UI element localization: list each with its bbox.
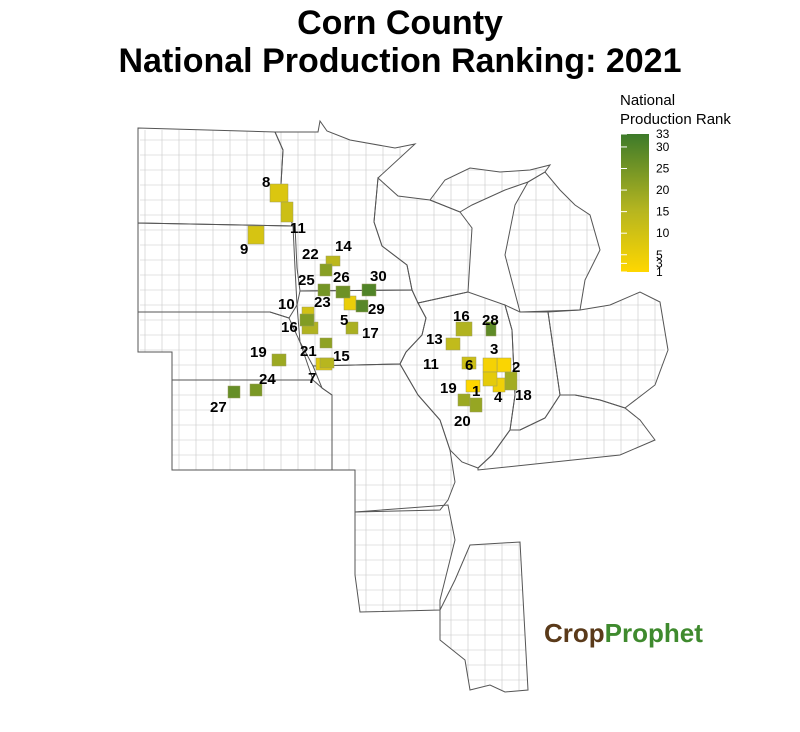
ranked-county-19-20 — [457, 393, 471, 407]
rank-label-7-6: 7 — [308, 370, 316, 387]
rank-label-6-5: 6 — [465, 357, 473, 374]
ranked-county-18-18 — [504, 371, 518, 391]
ranked-county-14-13 — [325, 255, 341, 267]
rank-label-14-13: 14 — [335, 238, 352, 255]
ranked-county-29-30 — [355, 299, 369, 313]
ranked-county-23-24 — [299, 313, 315, 327]
legend-tick-10: 10 — [656, 226, 670, 240]
rank-label-1-0: 1 — [472, 383, 480, 400]
rank-label-17-17: 17 — [362, 325, 379, 342]
ranked-county-3-2 — [482, 357, 498, 373]
ranked-county-2-1 — [496, 357, 512, 373]
rank-label-13-12: 13 — [426, 331, 443, 348]
rank-label-30-31: 30 — [370, 268, 387, 285]
ranked-county-22-23 — [319, 263, 333, 277]
rank-label-11-11: 11 — [423, 356, 439, 373]
ranked-county-1-0 — [465, 379, 481, 393]
cropprophet-logo: CropProphet — [544, 618, 703, 649]
ranked-county-9-8 — [247, 225, 265, 245]
ranked-county-6-5 — [482, 371, 498, 387]
rank-label-24-25: 24 — [259, 371, 276, 388]
ranked-county-30-31 — [361, 283, 377, 297]
legend-tick-20: 20 — [656, 183, 670, 197]
legend-tick-33: 33 — [656, 127, 670, 141]
ranked-county-15-14 — [319, 357, 335, 369]
ranked-county-21-22 — [319, 337, 333, 349]
state-mississippi — [439, 541, 529, 693]
legend-title-line-2: Production Rank — [620, 111, 731, 128]
legend-tick-30: 30 — [656, 140, 670, 154]
rank-label-11-10: 11 — [290, 220, 306, 237]
state-minnesota — [274, 119, 417, 292]
ranked-county-26-27 — [335, 285, 351, 299]
ranked-county-24-25 — [249, 383, 263, 397]
rank-label-16-16: 16 — [281, 319, 298, 336]
rank-label-5-4: 5 — [340, 312, 348, 329]
legend-tick-3: 3 — [656, 256, 663, 270]
rank-label-8-7: 8 — [262, 174, 270, 191]
ranked-county-16-15 — [455, 321, 473, 337]
rank-label-19-19: 19 — [250, 344, 267, 361]
rank-label-9-8: 9 — [240, 241, 248, 258]
rank-label-22-23: 22 — [302, 246, 319, 263]
legend-color-bar — [621, 134, 649, 272]
rank-label-4-3: 4 — [494, 389, 503, 406]
ranked-county-13-12 — [445, 337, 461, 351]
state-wisconsin — [373, 176, 473, 304]
state-michigan-up — [429, 164, 552, 213]
ranked-county-20-21 — [469, 397, 483, 413]
ranked-county-layer — [227, 183, 518, 413]
ranked-county-27-28 — [227, 385, 241, 399]
state-nebraska — [137, 311, 314, 381]
rank-label-10-9: 10 — [278, 296, 295, 313]
ranked-county-28-29 — [485, 321, 497, 337]
rank-label-25-26: 25 — [298, 272, 315, 289]
ranked-county-8-7 — [269, 183, 289, 203]
rank-label-2-1: 2 — [512, 359, 520, 376]
title-line-1: Corn County — [297, 4, 503, 42]
rank-label-16-15: 16 — [453, 308, 470, 325]
ranked-county-11-10 — [280, 201, 294, 223]
ranked-county-25-26 — [317, 283, 331, 297]
rank-label-20-21: 20 — [454, 413, 471, 430]
rank-label-21-22: 21 — [300, 343, 317, 360]
legend-tick-1: 1 — [656, 265, 663, 279]
title-line-2: National Production Ranking: 2021 — [118, 42, 682, 80]
state-kentucky — [477, 394, 656, 471]
rank-label-23-24: 23 — [314, 294, 331, 311]
map-title: Corn County National Production Ranking:… — [0, 4, 800, 80]
ranked-county-17-17 — [345, 321, 359, 335]
rank-label-29-30: 29 — [368, 301, 385, 318]
legend-tick-25: 25 — [656, 162, 670, 176]
rank-label-15-14: 15 — [333, 348, 350, 365]
logo-text-prophet: Prophet — [604, 618, 703, 648]
rank-label-3-2: 3 — [490, 341, 498, 358]
rank-label-28-29: 28 — [482, 312, 499, 329]
rank-label-18-18: 18 — [515, 387, 532, 404]
ranked-county-11-11 — [461, 356, 477, 370]
state-arkansas — [354, 504, 456, 613]
legend-tick-5: 5 — [656, 248, 663, 262]
legend-tick-15: 15 — [656, 205, 670, 219]
rank-label-19-20: 19 — [440, 380, 457, 397]
rank-label-26-27: 26 — [333, 269, 350, 286]
legend-title-line-1: National — [620, 92, 675, 109]
logo-text-crop: Crop — [544, 618, 605, 648]
ranked-county-19-19 — [271, 353, 287, 367]
rank-label-27-28: 27 — [210, 399, 227, 416]
